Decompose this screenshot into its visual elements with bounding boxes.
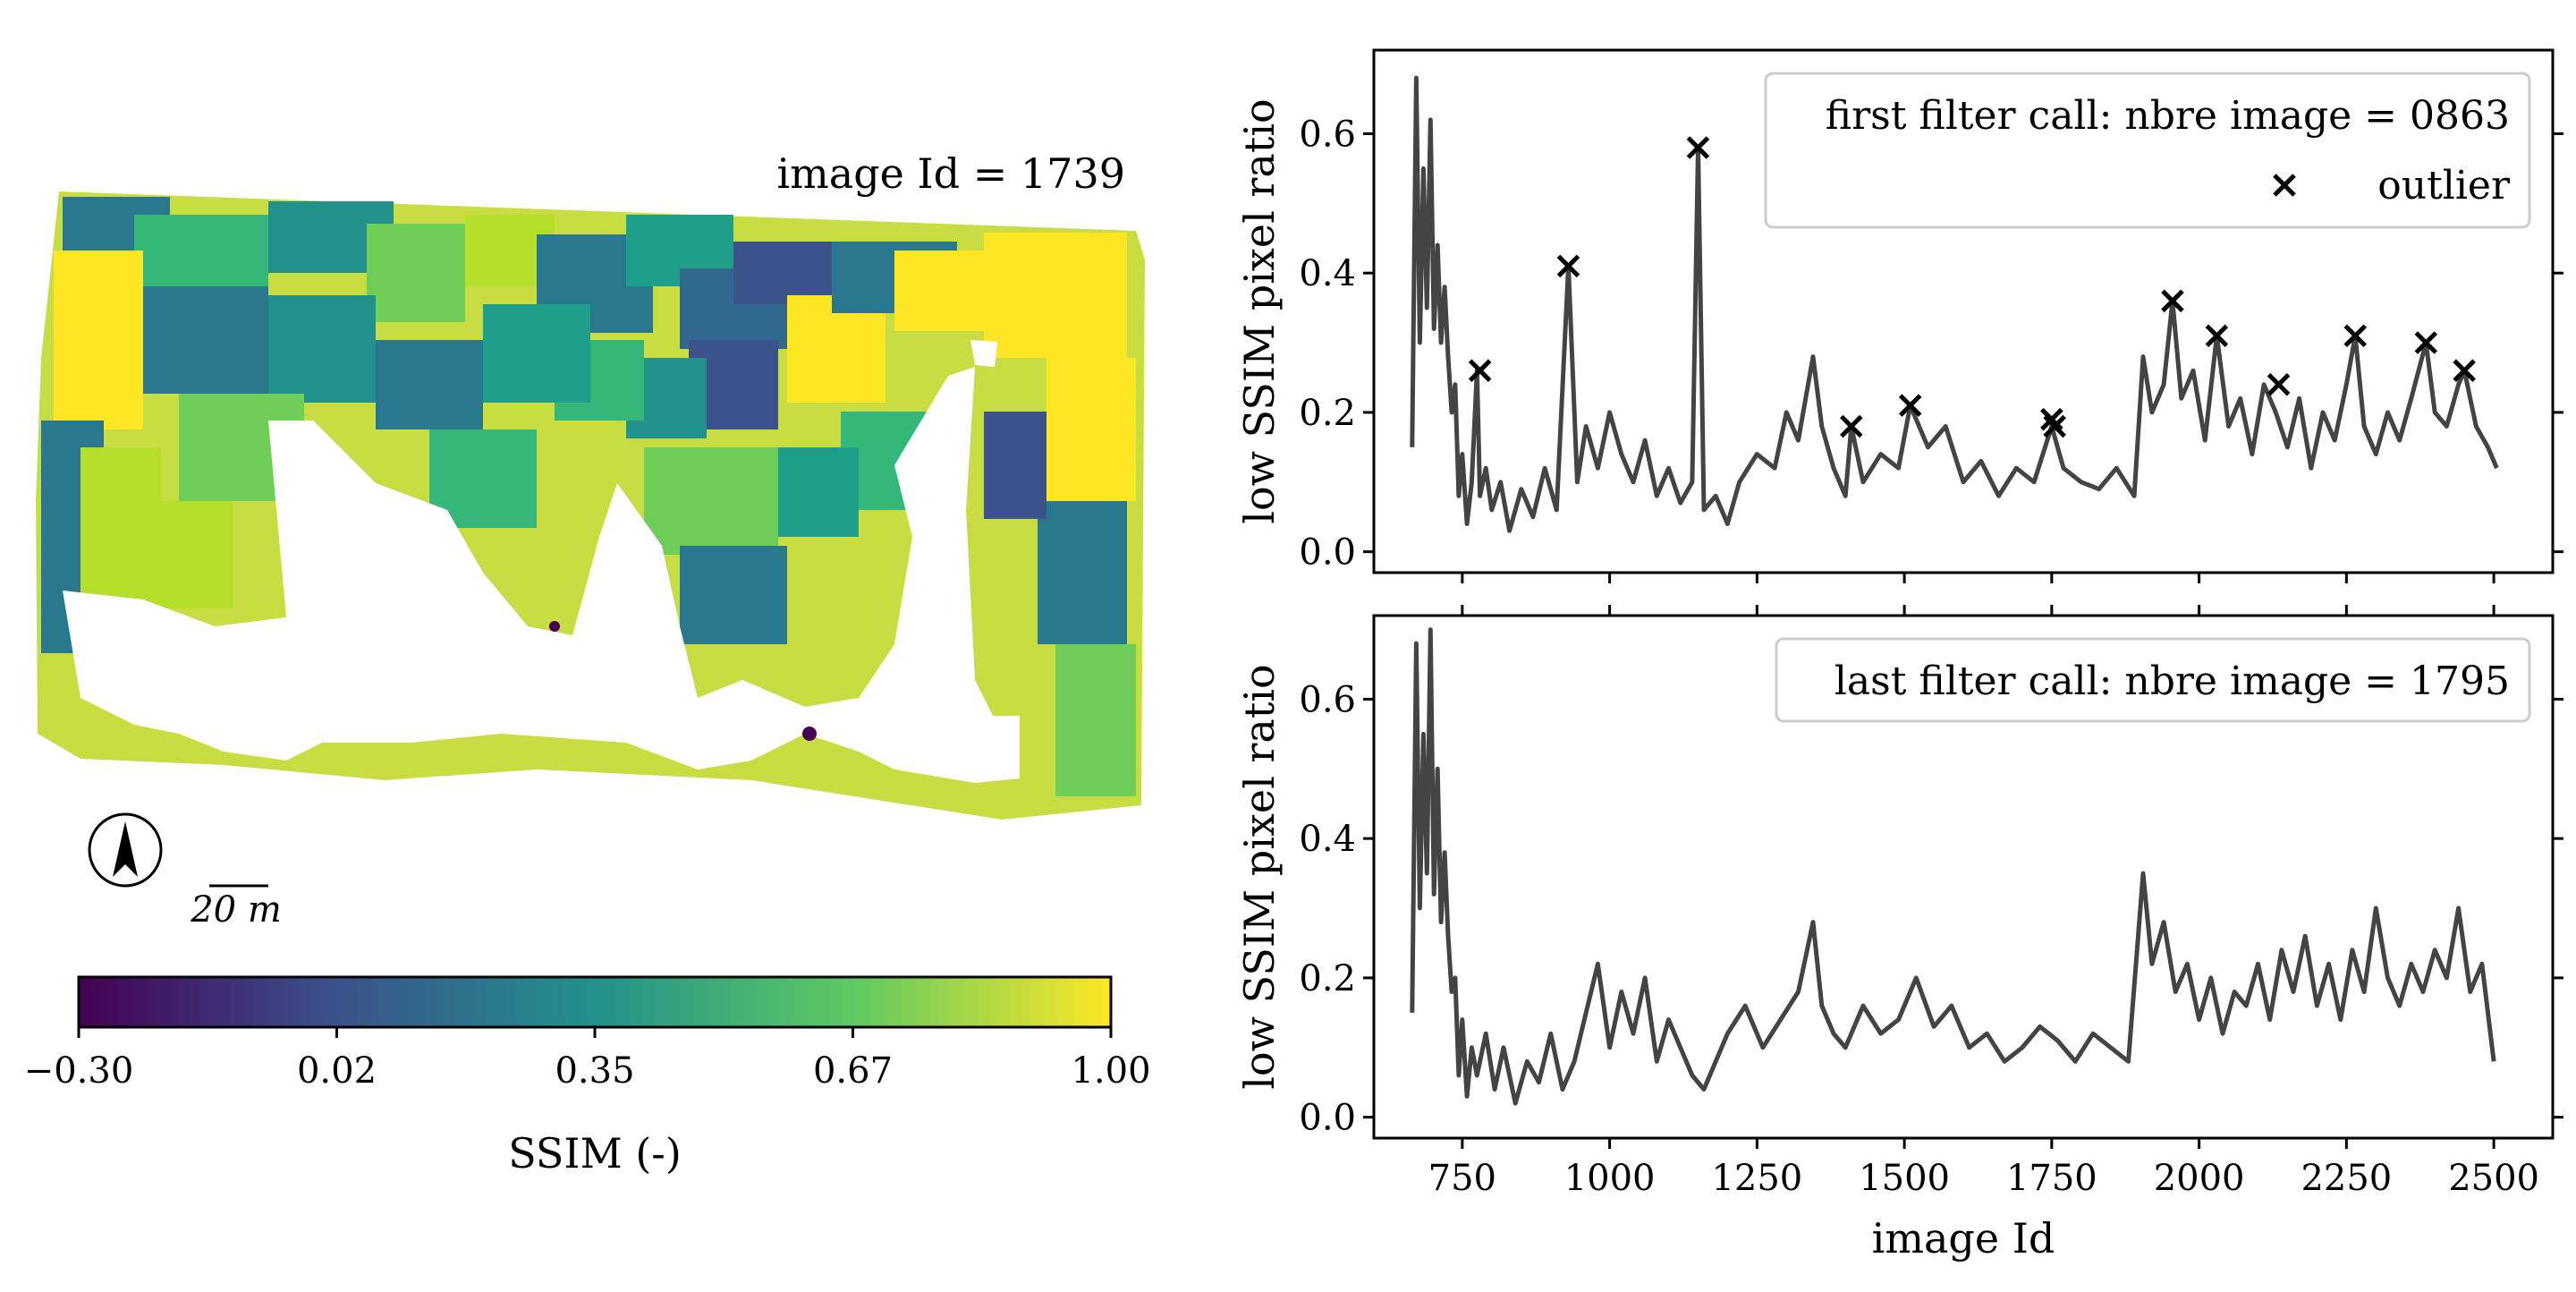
colorbar-tick-label: 1.00: [1071, 1050, 1150, 1092]
y-tick-label: 0.0: [1299, 532, 1356, 574]
colorbar-gradient: [77, 975, 1113, 1029]
outlier-marker: [2161, 289, 2184, 313]
x-tick-label: 2250: [2301, 1158, 2392, 1199]
legend-box: [1775, 637, 2531, 723]
y-tick-label: 0.4: [1299, 253, 1356, 294]
colorbar: −0.30 0.02 0.35 0.67 1.00 SSIM (-): [24, 975, 1151, 1177]
legend-entry: last filter call: nbre image = 1795: [1835, 659, 2510, 704]
legend-entry: outlier: [2377, 163, 2511, 208]
outlier-marker: [2343, 324, 2368, 348]
ssim-map: image Id = 1739 20 m −0.30 0.02 0.35 0.67 1.…: [24, 149, 1151, 1177]
x-tick-label: 2500: [2448, 1158, 2539, 1199]
outlier-marker: [2043, 414, 2066, 438]
chart-bottom: 0.0 0.2 0.4 0.6 750 1000 1250 1500 1750 2000 2250 2…: [1235, 605, 2563, 1262]
series-line: [1410, 627, 2496, 1106]
x-tick-label: 750: [1428, 1158, 1496, 1199]
y-axis-label: low SSIM pixel ratio: [1235, 98, 1284, 523]
outlier-marker: [1556, 254, 1580, 278]
map-gap-small: [970, 340, 997, 367]
y-axis-label: low SSIM pixel ratio: [1235, 664, 1284, 1089]
x-tick-label: 1250: [1711, 1158, 1802, 1199]
x-tick-label: 2000: [2154, 1158, 2245, 1199]
y-tick-label: 0.2: [1299, 958, 1356, 999]
legend-outlier-marker: [2273, 174, 2296, 197]
y-tick-label: 0.0: [1299, 1098, 1356, 1139]
y-tick-label: 0.6: [1299, 679, 1356, 720]
chart-top: 0.0 0.2 0.4 0.6 low SSIM pixel ratio first fi…: [1235, 48, 2563, 583]
y-tick-label: 0.4: [1299, 819, 1356, 860]
colorbar-label: SSIM (-): [508, 1129, 682, 1177]
colorbar-tick-label: 0.35: [555, 1050, 634, 1092]
outlier-marker: [1840, 414, 1863, 438]
plot-frame: [1372, 614, 2555, 1140]
outlier-marker: [2040, 407, 2063, 431]
colorbar-tick-label: −0.30: [24, 1050, 134, 1092]
x-axis-label: image Id: [1872, 1214, 2055, 1262]
outlier-marker: [2453, 359, 2476, 382]
colorbar-tick-label: 0.67: [813, 1050, 893, 1092]
x-tick-label: 1000: [1564, 1158, 1656, 1199]
y-tick-label: 0.6: [1299, 114, 1356, 155]
outlier-marker: [1686, 136, 1710, 159]
legend-box: [1764, 72, 2531, 229]
outlier-marker: [1468, 359, 1492, 382]
outlier-marker: [2414, 331, 2438, 354]
outlier-marker: [2205, 324, 2229, 348]
x-tick-label: 1750: [2006, 1158, 2097, 1199]
scale-bar: 20 m: [190, 884, 282, 931]
y-tick-label: 0.2: [1299, 393, 1356, 434]
map-image-label: image Id = 1739: [776, 149, 1125, 198]
legend-entry: first filter call: nbre image = 0863: [1826, 93, 2510, 139]
colorbar-tick-label: 0.02: [297, 1050, 377, 1092]
x-tick-label: 1500: [1859, 1158, 1950, 1199]
outlier-marker: [1898, 394, 1922, 417]
colorbar-ticks: −0.30 0.02 0.35 0.67 1.00: [24, 1027, 1151, 1092]
north-arrow-icon: [88, 812, 163, 888]
scale-label: 20 m: [190, 889, 282, 931]
outlier-marker: [2267, 372, 2291, 396]
map-gap-center: [63, 367, 1020, 783]
plot-frame: [1372, 48, 2555, 574]
